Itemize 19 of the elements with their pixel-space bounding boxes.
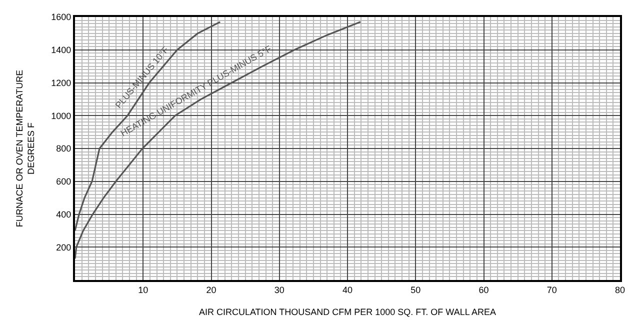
x-tick-label: 40 xyxy=(342,284,353,295)
x-tick-label: 80 xyxy=(614,284,626,295)
line-series xyxy=(75,21,362,260)
x-tick-label: 20 xyxy=(206,284,216,295)
y-tick-label: 400 xyxy=(56,209,72,220)
y-tick-label: 800 xyxy=(56,144,72,154)
y-tick-label: 1400 xyxy=(51,45,72,56)
x-tick-label: 30 xyxy=(274,284,284,295)
y-tick-label: 1600 xyxy=(51,12,72,22)
y-tick-label: 200 xyxy=(56,242,72,252)
x-tick-label: 50 xyxy=(410,284,421,295)
y-tick-label: 1200 xyxy=(51,78,72,88)
y-axis-title: FURNACE OR OVEN TEMPERATURE DEGREES F xyxy=(14,70,36,228)
y-tick-label: 1000 xyxy=(51,110,72,121)
x-tick-label: 60 xyxy=(478,284,489,295)
y-tick-label: 600 xyxy=(56,176,72,187)
x-tick-label: 70 xyxy=(546,284,557,295)
x-axis-title: AIR CIRCULATION THOUSAND CFM PER 1000 SQ. FT. OF WALL AREA xyxy=(198,307,496,318)
x-tick-label: 10 xyxy=(138,284,148,295)
